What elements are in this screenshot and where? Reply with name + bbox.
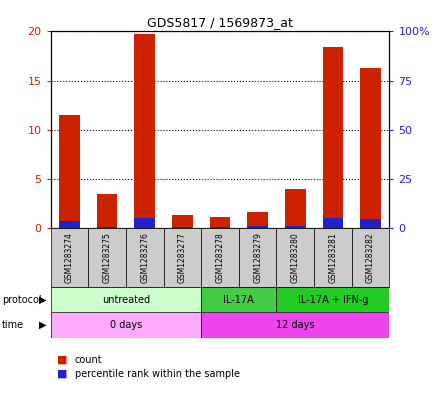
Text: protocol: protocol [2, 295, 42, 305]
Text: GSM1283277: GSM1283277 [178, 232, 187, 283]
Text: GSM1283281: GSM1283281 [328, 232, 337, 283]
Bar [201, 228, 239, 287]
Text: ▶: ▶ [39, 320, 46, 330]
Text: time: time [2, 320, 24, 330]
Bar [97, 227, 117, 228]
Bar [126, 228, 164, 287]
Text: GSM1283278: GSM1283278 [216, 232, 224, 283]
Bar [134, 35, 155, 228]
Bar [285, 226, 306, 228]
Text: ■: ■ [57, 369, 68, 379]
Bar [59, 221, 80, 228]
Bar [51, 287, 201, 312]
Text: GSM1283276: GSM1283276 [140, 232, 149, 283]
Text: count: count [75, 354, 103, 365]
Bar [209, 217, 231, 228]
Text: IL-17A + IFN-g: IL-17A + IFN-g [298, 295, 368, 305]
Text: untreated: untreated [102, 295, 150, 305]
Bar [97, 193, 117, 228]
Bar [323, 47, 343, 228]
Text: GSM1283280: GSM1283280 [291, 232, 300, 283]
Bar [276, 287, 389, 312]
Title: GDS5817 / 1569873_at: GDS5817 / 1569873_at [147, 16, 293, 29]
Text: 0 days: 0 days [110, 320, 142, 330]
Bar [285, 189, 306, 228]
Bar [59, 115, 80, 228]
Bar [51, 312, 201, 338]
Bar [209, 227, 231, 228]
Bar [247, 226, 268, 228]
Text: GSM1283282: GSM1283282 [366, 232, 375, 283]
Bar [164, 228, 201, 287]
Bar [239, 228, 276, 287]
Text: 12 days: 12 days [276, 320, 315, 330]
Text: ▶: ▶ [39, 295, 46, 305]
Bar [201, 312, 389, 338]
Text: GSM1283274: GSM1283274 [65, 232, 74, 283]
Text: GSM1283275: GSM1283275 [103, 232, 112, 283]
Bar [201, 287, 276, 312]
Text: percentile rank within the sample: percentile rank within the sample [75, 369, 240, 379]
Bar [276, 228, 314, 287]
Text: IL-17A: IL-17A [224, 295, 254, 305]
Bar [352, 228, 389, 287]
Bar [360, 68, 381, 228]
Bar [323, 218, 343, 228]
Bar [172, 227, 193, 228]
Bar [172, 215, 193, 228]
Bar [88, 228, 126, 287]
Bar [360, 219, 381, 228]
Bar [51, 228, 88, 287]
Text: GSM1283279: GSM1283279 [253, 232, 262, 283]
Bar [247, 212, 268, 228]
Bar [314, 228, 352, 287]
Bar [134, 218, 155, 228]
Text: ■: ■ [57, 354, 68, 365]
